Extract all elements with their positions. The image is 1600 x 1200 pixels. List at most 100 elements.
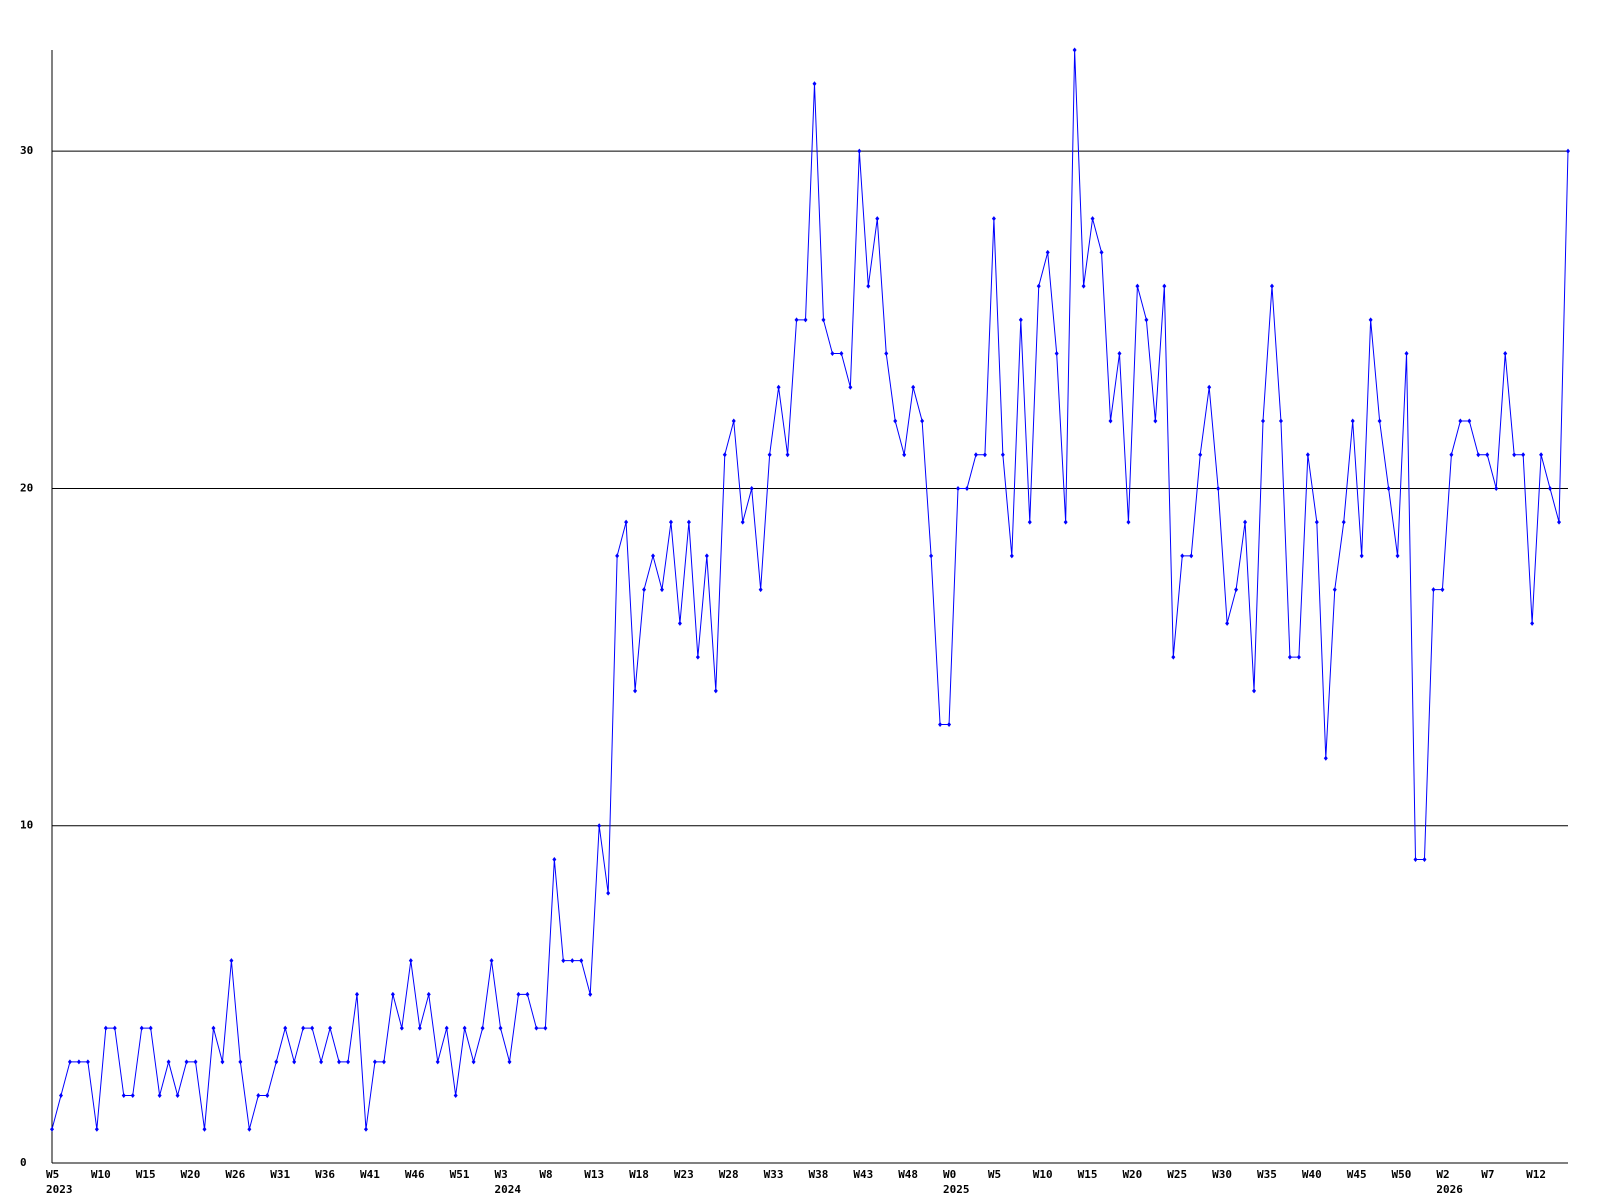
data-point — [265, 1093, 270, 1099]
data-point — [929, 553, 934, 559]
x-tick-label: W20 — [181, 1168, 201, 1181]
data-point — [103, 1025, 108, 1031]
data-point — [615, 553, 620, 559]
data-point — [58, 1093, 63, 1099]
data-point — [1027, 519, 1032, 525]
x-tick-label: W30 — [1212, 1168, 1232, 1181]
data-point — [1305, 452, 1310, 458]
data-point — [1332, 587, 1337, 593]
x-tick-label: W10 — [91, 1168, 111, 1181]
data-line — [51, 49, 1569, 1130]
data-point — [893, 418, 898, 424]
data-point — [256, 1093, 261, 1099]
y-tick-label: 0 — [20, 1156, 27, 1169]
data-point — [758, 587, 763, 593]
x-tick-label: W2 — [1436, 1168, 1449, 1181]
data-point — [489, 958, 494, 964]
data-point — [1449, 452, 1454, 458]
data-point — [740, 519, 745, 525]
x-tick-label: W46 — [405, 1168, 425, 1181]
data-point — [498, 1025, 503, 1031]
data-point — [956, 485, 961, 491]
data-point — [1225, 620, 1230, 626]
data-point — [677, 620, 682, 626]
data-point — [525, 991, 530, 997]
data-point — [67, 1059, 72, 1065]
data-point — [1261, 418, 1266, 424]
x-group-label: 2024 — [495, 1183, 522, 1196]
x-tick-label: W3 — [495, 1168, 508, 1181]
data-point — [1413, 856, 1418, 862]
data-point — [776, 384, 781, 390]
data-point — [633, 688, 638, 694]
x-tick-label: W38 — [808, 1168, 828, 1181]
data-point — [157, 1093, 162, 1099]
data-point — [1234, 587, 1239, 593]
data-point — [875, 216, 880, 222]
x-tick-label: W12 — [1526, 1168, 1546, 1181]
data-point — [319, 1059, 324, 1065]
data-point — [408, 958, 413, 964]
data-point — [1054, 351, 1059, 357]
data-point — [1117, 351, 1122, 357]
x-tick-label: W20 — [1122, 1168, 1142, 1181]
x-tick-label: W13 — [584, 1168, 604, 1181]
x-tick-label: W5 — [988, 1168, 1001, 1181]
data-point — [1243, 519, 1248, 525]
x-tick-label: W5 — [46, 1168, 59, 1181]
data-point — [920, 418, 925, 424]
data-point — [480, 1025, 485, 1031]
data-point — [651, 553, 656, 559]
x-tick-label: W23 — [674, 1168, 694, 1181]
data-point — [193, 1059, 198, 1065]
data-point — [1530, 620, 1535, 626]
data-point — [1458, 418, 1463, 424]
x-tick-label: W45 — [1347, 1168, 1367, 1181]
data-point — [902, 452, 907, 458]
x-tick-label: W15 — [1078, 1168, 1098, 1181]
x-tick-label: W18 — [629, 1168, 649, 1181]
data-point — [453, 1093, 458, 1099]
data-point — [1548, 485, 1553, 491]
y-tick-label: 10 — [20, 819, 33, 832]
data-point — [1404, 351, 1409, 357]
data-point — [982, 452, 987, 458]
data-point — [381, 1059, 386, 1065]
data-point — [1189, 553, 1194, 559]
y-tick-label: 30 — [20, 144, 33, 157]
data-point — [229, 958, 234, 964]
x-group-label: 2026 — [1436, 1183, 1463, 1196]
data-point — [1557, 519, 1562, 525]
data-point — [1476, 452, 1481, 458]
data-point — [543, 1025, 548, 1031]
data-point — [911, 384, 916, 390]
data-point — [1350, 418, 1355, 424]
data-point — [794, 317, 799, 323]
data-point — [1252, 688, 1257, 694]
data-point — [668, 519, 673, 525]
x-tick-label: W7 — [1481, 1168, 1494, 1181]
data-point — [337, 1059, 342, 1065]
x-tick-label: W15 — [136, 1168, 156, 1181]
data-point — [991, 216, 996, 222]
data-point — [938, 722, 943, 728]
data-point — [1207, 384, 1212, 390]
x-group-label: 2025 — [943, 1183, 970, 1196]
data-point — [399, 1025, 404, 1031]
data-point — [552, 856, 557, 862]
data-point — [597, 823, 602, 829]
x-tick-label: W31 — [270, 1168, 290, 1181]
data-point — [462, 1025, 467, 1031]
data-point — [1099, 249, 1104, 255]
data-point — [1009, 553, 1014, 559]
data-point — [1512, 452, 1517, 458]
data-point — [857, 148, 862, 154]
x-group-label: 2023 — [46, 1183, 73, 1196]
data-point — [1108, 418, 1113, 424]
data-point — [1090, 216, 1095, 222]
data-point — [1198, 452, 1203, 458]
data-point — [148, 1025, 153, 1031]
data-point — [1000, 452, 1005, 458]
data-point — [1126, 519, 1131, 525]
